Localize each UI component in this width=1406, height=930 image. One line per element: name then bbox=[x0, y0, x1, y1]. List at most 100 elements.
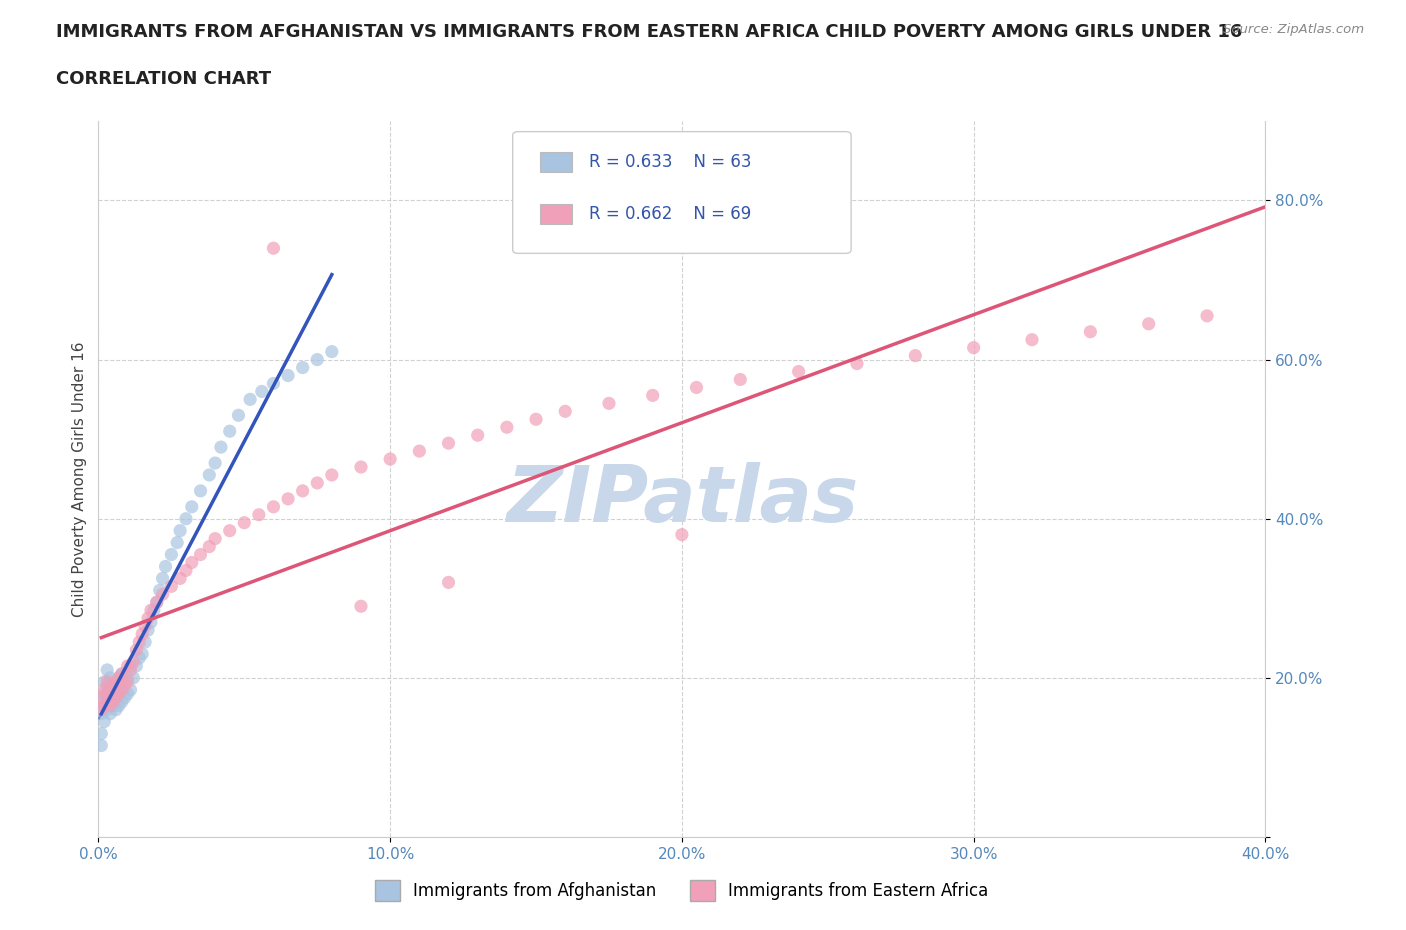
Text: R = 0.662    N = 69: R = 0.662 N = 69 bbox=[589, 205, 751, 223]
Point bbox=[233, 515, 256, 530]
Point bbox=[277, 491, 299, 506]
Text: R = 0.633    N = 63: R = 0.633 N = 63 bbox=[589, 153, 751, 171]
Text: IMMIGRANTS FROM AFGHANISTAN VS IMMIGRANTS FROM EASTERN AFRICA CHILD POVERTY AMON: IMMIGRANTS FROM AFGHANISTAN VS IMMIGRANT… bbox=[56, 23, 1243, 41]
Point bbox=[598, 396, 620, 411]
Point bbox=[96, 695, 118, 710]
Point bbox=[114, 690, 136, 705]
FancyBboxPatch shape bbox=[540, 153, 572, 172]
Point bbox=[101, 674, 124, 689]
Point bbox=[437, 575, 460, 590]
Point bbox=[108, 698, 131, 713]
Point bbox=[139, 603, 162, 618]
Point bbox=[904, 348, 927, 363]
Point bbox=[93, 674, 115, 689]
Point bbox=[169, 571, 191, 586]
Point bbox=[495, 419, 517, 434]
Point bbox=[122, 655, 145, 670]
Point bbox=[90, 738, 112, 753]
Point bbox=[136, 623, 159, 638]
Point bbox=[152, 571, 174, 586]
Point bbox=[291, 484, 314, 498]
Point bbox=[108, 671, 131, 685]
Point bbox=[262, 241, 284, 256]
Point bbox=[277, 368, 299, 383]
Point bbox=[125, 658, 148, 673]
Point bbox=[108, 671, 131, 685]
Point bbox=[128, 634, 150, 649]
Point bbox=[120, 658, 142, 673]
Point bbox=[350, 599, 373, 614]
Point bbox=[122, 671, 145, 685]
Point bbox=[146, 595, 169, 610]
Point bbox=[198, 539, 221, 554]
Point bbox=[101, 678, 124, 693]
Point bbox=[190, 547, 212, 562]
Point bbox=[554, 404, 576, 418]
Point bbox=[166, 535, 188, 550]
Point bbox=[111, 683, 134, 698]
Point bbox=[437, 435, 460, 451]
Point bbox=[262, 376, 284, 391]
FancyBboxPatch shape bbox=[540, 204, 572, 224]
Point bbox=[117, 658, 139, 673]
Point bbox=[117, 674, 139, 689]
Point bbox=[136, 611, 159, 626]
Point bbox=[114, 674, 136, 689]
Point bbox=[174, 563, 197, 578]
Point bbox=[467, 428, 489, 443]
Point bbox=[291, 360, 314, 375]
Point bbox=[307, 352, 329, 367]
Point bbox=[90, 726, 112, 741]
Point bbox=[98, 706, 121, 721]
Text: CORRELATION CHART: CORRELATION CHART bbox=[56, 70, 271, 87]
Point bbox=[321, 344, 343, 359]
Point bbox=[139, 615, 162, 630]
Point bbox=[149, 583, 172, 598]
Point bbox=[93, 698, 115, 713]
Point bbox=[93, 683, 115, 698]
Point bbox=[641, 388, 664, 403]
Point bbox=[98, 683, 121, 698]
Point bbox=[90, 706, 112, 721]
Point bbox=[117, 686, 139, 701]
Point bbox=[117, 671, 139, 685]
Point bbox=[134, 634, 156, 649]
Point bbox=[146, 595, 169, 610]
Point bbox=[111, 667, 134, 682]
Point bbox=[728, 372, 751, 387]
Point bbox=[160, 578, 183, 594]
Point bbox=[90, 690, 112, 705]
Point bbox=[307, 475, 329, 490]
Point bbox=[209, 440, 232, 455]
Point bbox=[131, 627, 153, 642]
Point bbox=[93, 686, 115, 701]
Point bbox=[152, 587, 174, 602]
Point bbox=[98, 671, 121, 685]
Point bbox=[180, 499, 202, 514]
Point bbox=[204, 531, 226, 546]
Point bbox=[98, 698, 121, 713]
Point bbox=[218, 524, 240, 538]
Point bbox=[131, 646, 153, 661]
Point bbox=[408, 444, 430, 458]
Point bbox=[228, 408, 250, 423]
Point bbox=[111, 667, 134, 682]
Point bbox=[1021, 332, 1043, 347]
Point bbox=[104, 690, 127, 705]
Point bbox=[787, 364, 810, 379]
Text: Source: ZipAtlas.com: Source: ZipAtlas.com bbox=[1223, 23, 1364, 36]
Point bbox=[180, 555, 202, 570]
Point bbox=[128, 651, 150, 666]
FancyBboxPatch shape bbox=[513, 132, 851, 253]
Point bbox=[114, 678, 136, 693]
Point bbox=[155, 559, 177, 574]
Point bbox=[101, 688, 124, 703]
Point bbox=[134, 618, 156, 633]
Point bbox=[108, 686, 131, 701]
Point bbox=[101, 698, 124, 713]
Point bbox=[1195, 309, 1218, 324]
Point bbox=[125, 643, 148, 658]
Point bbox=[96, 678, 118, 693]
Y-axis label: Child Poverty Among Girls Under 16: Child Poverty Among Girls Under 16 bbox=[72, 341, 87, 617]
Point bbox=[111, 695, 134, 710]
